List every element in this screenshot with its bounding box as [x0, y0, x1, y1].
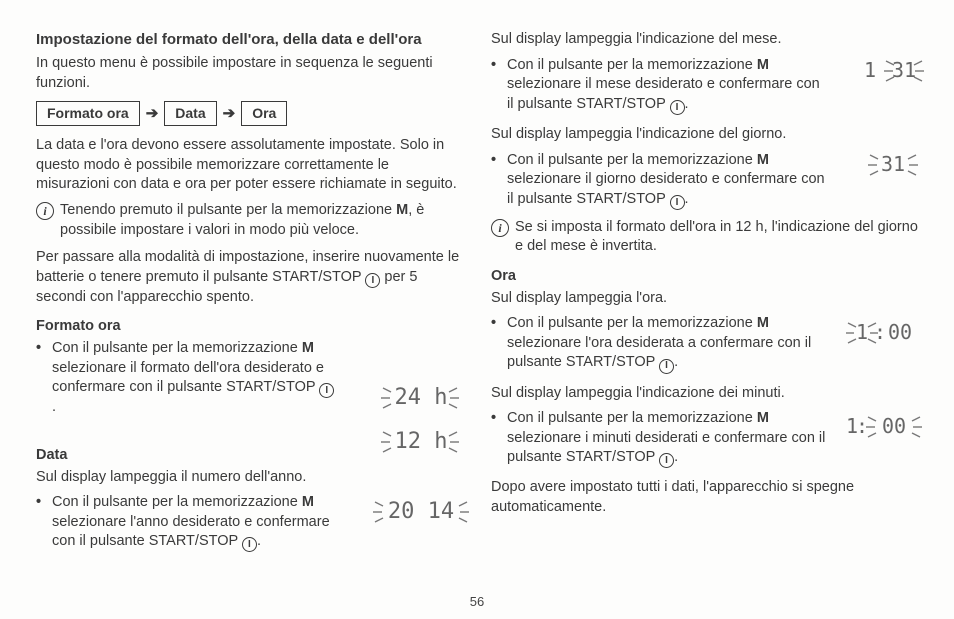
bullet-formato: • Con il pulsante per la memorizzazione …	[36, 339, 336, 418]
lcd-text: 24 h	[395, 385, 448, 410]
text-fragment: Con il pulsante per la memorizzazione	[52, 340, 302, 356]
info-text: Tenendo premuto il pulsante per la memor…	[60, 201, 463, 240]
lcd-svg: 1 31	[852, 52, 926, 90]
right-column: Sul display lampeggia l'indicazione del …	[491, 30, 918, 590]
info-line-1: i Tenendo premuto il pulsante per la mem…	[36, 201, 463, 240]
left-column: Impostazione del formato dell'ora, della…	[36, 30, 463, 590]
svg-text::: :	[874, 320, 886, 344]
bullet-hour: • Con il pulsante per la memorizzazione …	[491, 314, 821, 373]
text-fragment: selezionare l'anno desiderato e conferma…	[52, 514, 330, 550]
start-stop-icon: I	[670, 100, 685, 115]
text-fragment: selezionare il formato dell'ora desidera…	[52, 360, 324, 396]
start-stop-icon: I	[659, 359, 674, 374]
bullet-text: Con il pulsante per la memorizzazione M …	[507, 56, 821, 115]
lcd-text: 12 h	[395, 429, 448, 454]
start-stop-icon: I	[659, 453, 674, 468]
text-fragment: Con il pulsante per la memorizzazione	[507, 57, 757, 73]
heading-formato: Formato ora	[36, 317, 463, 337]
arrow-icon: ➔	[223, 104, 236, 124]
svg-text:00: 00	[888, 320, 912, 344]
seq-box-data: Data	[164, 101, 216, 126]
bullet-text: Con il pulsante per la memorizzazione M …	[507, 151, 831, 210]
bold-m: M	[757, 315, 769, 331]
bold-m: M	[757, 410, 769, 426]
paragraph-year: Sul display lampeggia il numero dell'ann…	[36, 468, 463, 488]
svg-text:1: 1	[856, 320, 868, 344]
start-stop-icon: I	[670, 195, 685, 210]
columns: Impostazione del formato dell'ora, della…	[36, 30, 918, 590]
bullet-day: • Con il pulsante per la memorizzazione …	[491, 151, 831, 210]
lcd-svg: 1 : 00	[844, 314, 926, 352]
lcd-24h: 24 h	[379, 378, 469, 425]
lcd-svg: 31	[866, 146, 922, 184]
bullet-dot: •	[491, 151, 501, 210]
lcd-svg: 12 h	[379, 422, 469, 462]
paragraph-day: Sul display lampeggia l'indicazione del …	[491, 125, 918, 145]
bullet-text: Con il pulsante per la memorizzazione M …	[52, 339, 336, 418]
svg-text:31: 31	[881, 152, 905, 176]
heading-ora: Ora	[491, 267, 918, 287]
text-fragment: selezionare il giorno desiderato e confe…	[507, 171, 825, 207]
info-icon: i	[36, 202, 54, 220]
bold-m: M	[757, 57, 769, 73]
text-fragment: Con il pulsante per la memorizzazione	[52, 494, 302, 510]
bullet-year: • Con il pulsante per la memorizzazione …	[36, 493, 336, 552]
svg-text:1: 1	[864, 58, 876, 82]
lcd-year: 20 14	[371, 492, 477, 539]
text-fragment: Tenendo premuto il pulsante per la memor…	[60, 202, 396, 218]
bullet-dot: •	[491, 56, 501, 115]
bullet-month: • Con il pulsante per la memorizzazione …	[491, 56, 821, 115]
main-title: Impostazione del formato dell'ora, della…	[36, 30, 463, 50]
info-line-2: i Se si imposta il formato dell'ora in 1…	[491, 218, 918, 257]
start-stop-icon: I	[242, 537, 257, 552]
lcd-month: 1 31	[852, 52, 926, 97]
paragraph-mode: Per passare alla modalità di impostazion…	[36, 248, 463, 307]
start-stop-icon: I	[365, 273, 380, 288]
bold-m: M	[302, 494, 314, 510]
paragraph-month: Sul display lampeggia l'indicazione del …	[491, 30, 918, 50]
lcd-svg: 1 : 00	[840, 408, 926, 446]
bullet-dot: •	[36, 493, 46, 552]
text-fragment: Con il pulsante per la memorizzazione	[507, 152, 757, 168]
bold-m: M	[302, 340, 314, 356]
text-fragment: selezionare il mese desiderato e conferm…	[507, 76, 820, 112]
svg-text:31: 31	[892, 58, 916, 82]
svg-text::: :	[856, 414, 868, 438]
lcd-day: 31	[866, 146, 922, 191]
bullet-min: • Con il pulsante per la memorizzazione …	[491, 409, 831, 468]
lcd-svg: 24 h	[379, 378, 469, 418]
info-icon: i	[491, 219, 509, 237]
lcd-svg: 20 14	[371, 492, 477, 532]
lcd-12h: 12 h	[379, 422, 469, 469]
page-number: 56	[36, 594, 918, 609]
sequence-row: Formato ora ➔ Data ➔ Ora	[36, 101, 463, 126]
bullet-dot: •	[491, 314, 501, 373]
page: Impostazione del formato dell'ora, della…	[0, 0, 954, 619]
paragraph-min: Sul display lampeggia l'indicazione dei …	[491, 384, 918, 404]
text-fragment: Con il pulsante per la memorizzazione	[507, 315, 757, 331]
arrow-icon: ➔	[146, 104, 159, 124]
bold-m: M	[757, 152, 769, 168]
svg-text:00: 00	[882, 414, 906, 438]
bullet-text: Con il pulsante per la memorizzazione M …	[52, 493, 336, 552]
lcd-text: 20 14	[388, 499, 454, 524]
bold-m: M	[396, 202, 408, 218]
lcd-hour: 1 : 00	[844, 314, 926, 359]
paragraph-end: Dopo avere impostato tutti i dati, l'app…	[491, 478, 918, 517]
bullet-dot: •	[36, 339, 46, 418]
bullet-text: Con il pulsante per la memorizzazione M …	[507, 314, 821, 373]
bullet-dot: •	[491, 409, 501, 468]
paragraph-hour: Sul display lampeggia l'ora.	[491, 289, 918, 309]
info-text: Se si imposta il formato dell'ora in 12 …	[515, 218, 918, 257]
seq-box-formato: Formato ora	[36, 101, 140, 126]
seq-box-ora: Ora	[241, 101, 287, 126]
text-fragment: Con il pulsante per la memorizzazione	[507, 410, 757, 426]
start-stop-icon: I	[319, 383, 334, 398]
lcd-min: 1 : 00	[840, 408, 926, 453]
bullet-text: Con il pulsante per la memorizzazione M …	[507, 409, 831, 468]
paragraph-requirement: La data e l'ora devono essere assolutame…	[36, 136, 463, 195]
intro-text: In questo menu è possibile impostare in …	[36, 54, 463, 93]
